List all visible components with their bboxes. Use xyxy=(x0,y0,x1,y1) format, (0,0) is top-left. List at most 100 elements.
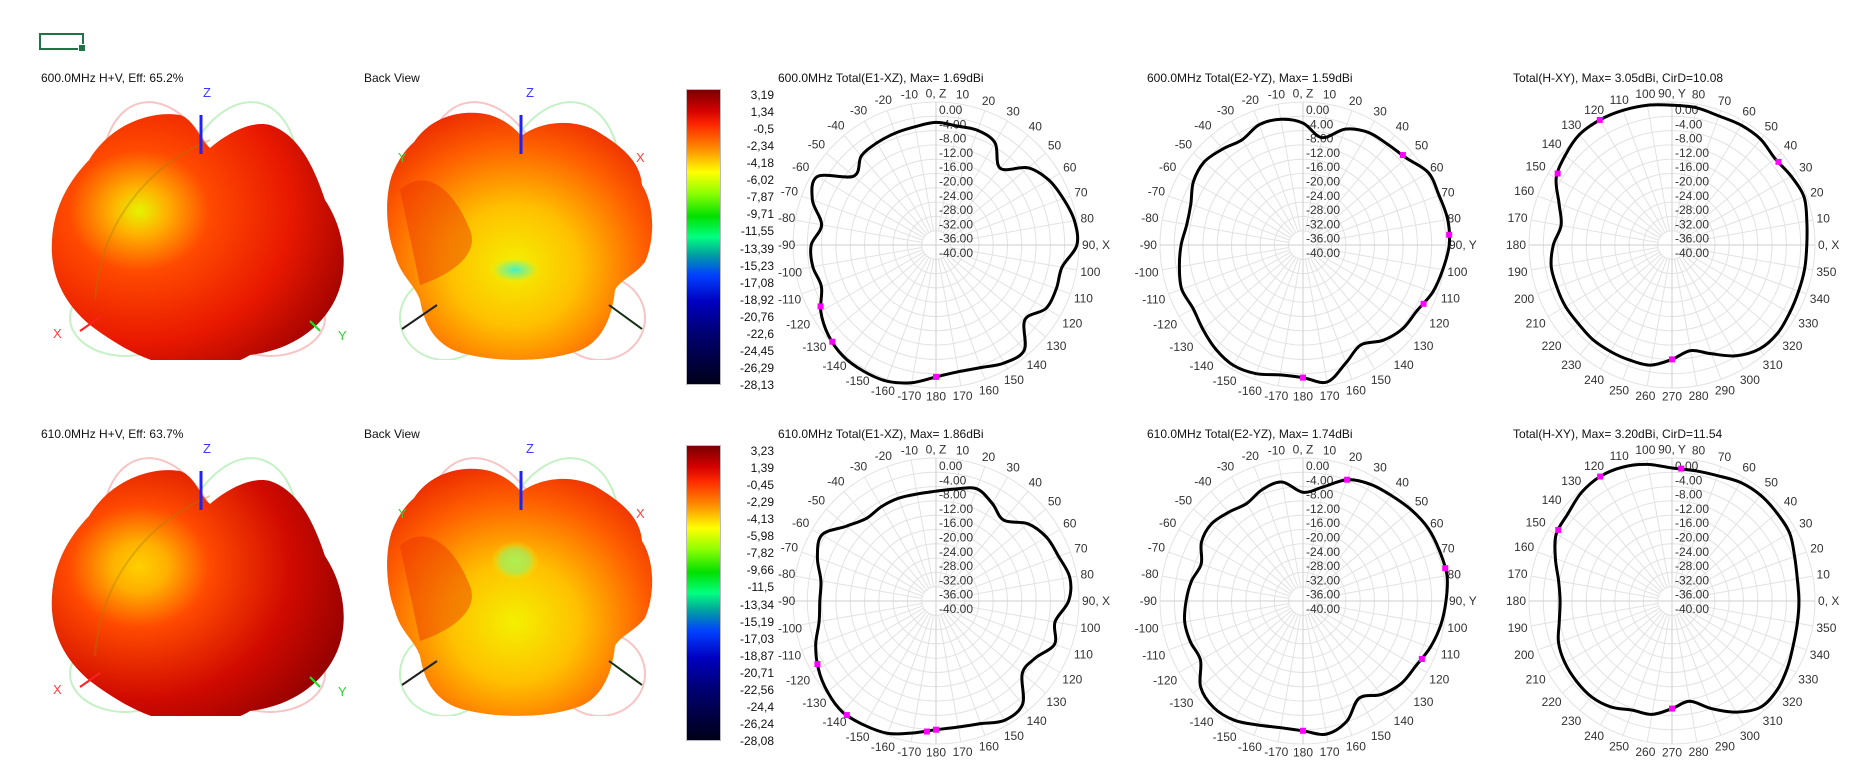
grid-spoke xyxy=(1562,508,1662,593)
colorbar-label: 3,19 xyxy=(750,88,774,102)
angle-tick-label: 110 xyxy=(1610,93,1629,107)
low-gain-spot xyxy=(491,541,539,581)
angle-tick-label: -140 xyxy=(822,359,846,373)
angle-tick-label: -30 xyxy=(850,460,868,474)
angle-tick-label: -70 xyxy=(781,541,799,555)
front-3d-pattern: Z X Y xyxy=(51,85,347,360)
angle-tick-label: -60 xyxy=(792,160,810,174)
angle-tick-label: 90, Y xyxy=(1449,238,1477,252)
axis-line-back-left xyxy=(401,660,438,686)
grid-spoke xyxy=(1676,614,1722,736)
angle-tick-label: -10 xyxy=(901,443,919,457)
angle-tick-label: -90 xyxy=(1140,594,1158,608)
grid-spoke xyxy=(1313,152,1413,237)
fill-handle[interactable] xyxy=(78,44,86,52)
grid-spoke xyxy=(949,551,1071,597)
angle-tick-label: 100 xyxy=(1635,443,1655,457)
grid-spoke xyxy=(1579,611,1664,711)
angle-tick-label: 20 xyxy=(1349,450,1363,464)
colorbar-label: -20,71 xyxy=(739,665,774,680)
y-axis-label: Y xyxy=(338,328,347,343)
front-pattern-surface xyxy=(51,114,344,360)
colorbar-label: -13,34 xyxy=(739,597,774,612)
polar-chart-title: 610.0MHz Total(E1-XZ), Max= 1.86dBi xyxy=(778,427,984,441)
angle-tick-label: 10 xyxy=(956,88,970,102)
angle-tick-label: 180 xyxy=(1506,594,1526,608)
angle-tick-label: 220 xyxy=(1542,339,1562,353)
radial-tick-label: -20.00 xyxy=(939,175,973,189)
grid-spoke xyxy=(826,253,926,338)
angle-tick-label: 50 xyxy=(1415,495,1429,509)
radial-tick-label: -4.00 xyxy=(1306,117,1334,131)
angle-tick-label: -40 xyxy=(1194,119,1212,133)
angle-tick-label: -110 xyxy=(778,292,801,306)
angle-tick-label: 160 xyxy=(979,739,999,753)
radial-tick-label: -12.00 xyxy=(1306,502,1340,516)
radial-tick-label: -36.00 xyxy=(939,588,973,602)
grid-spoke xyxy=(1178,173,1291,239)
colorbar-label: -6,02 xyxy=(746,173,774,188)
radial-tick-label: 0.00 xyxy=(1306,103,1330,117)
radial-tick-label: -4.00 xyxy=(1306,473,1334,487)
angle-tick-label: -150 xyxy=(1213,374,1237,388)
grid-spoke xyxy=(1678,476,1744,589)
angle-tick-label: -120 xyxy=(1153,674,1177,688)
angle-tick-label: -170 xyxy=(897,745,921,759)
grid-spoke xyxy=(1622,110,1668,232)
grid-spoke xyxy=(1311,491,1396,591)
angle-tick-label: 300 xyxy=(1740,729,1760,743)
radial-tick-label: -16.00 xyxy=(1675,160,1709,174)
colorbar-label: -26,24 xyxy=(739,716,774,731)
grid-spoke xyxy=(1531,575,1659,600)
angle-tick-label: 310 xyxy=(1763,358,1783,372)
grid-spoke xyxy=(940,614,986,736)
radial-tick-label: -16.00 xyxy=(1306,516,1340,530)
angle-tick-label: 210 xyxy=(1526,673,1546,687)
gain-colorbar xyxy=(686,445,721,741)
colorbar-label: -17,03 xyxy=(739,631,774,646)
pattern-marker xyxy=(1300,727,1306,734)
angle-tick-label: -100 xyxy=(778,266,802,280)
angle-tick-label: 110 xyxy=(1610,449,1629,463)
angle-tick-label: 80 xyxy=(1448,567,1462,581)
angle-tick-label: 0, Z xyxy=(926,87,947,101)
grid-spoke xyxy=(801,195,923,241)
angle-tick-label: 120 xyxy=(1429,317,1449,331)
polar-chart-title: Total(H-XY), Max= 3.05dBi, CirD=10.08 xyxy=(1513,71,1723,85)
grid-spoke xyxy=(1680,491,1765,591)
angle-tick-label: 130 xyxy=(1046,695,1066,709)
grid-spoke xyxy=(795,219,923,244)
grid-spoke xyxy=(1309,257,1375,370)
grid-spoke xyxy=(949,249,1071,295)
angle-tick-label: 240 xyxy=(1584,373,1604,387)
angle-tick-label: 350 xyxy=(1816,621,1836,635)
grid-spoke xyxy=(1316,605,1438,651)
colorbar-label: -7,82 xyxy=(746,546,774,561)
grid-spoke xyxy=(843,135,928,235)
angle-tick-label: -50 xyxy=(808,138,826,152)
grid-spoke xyxy=(1231,613,1297,726)
back-3d-pattern: Z Y X xyxy=(387,441,653,716)
radial-tick-label: -8.00 xyxy=(1675,488,1703,502)
grid-spoke xyxy=(1311,255,1396,355)
radial-tick-label: -24.00 xyxy=(1675,189,1709,203)
radial-tick-label: 0.00 xyxy=(939,459,963,473)
grid-spoke xyxy=(1673,460,1698,588)
angle-tick-label: 30 xyxy=(1799,517,1813,531)
angle-tick-label: -110 xyxy=(778,648,801,662)
grid-spoke xyxy=(1168,551,1290,597)
angle-tick-label: 160 xyxy=(1514,540,1534,554)
z-axis-label: Z xyxy=(203,85,211,100)
grid-spoke xyxy=(1685,219,1813,244)
angle-tick-label: -130 xyxy=(802,340,826,354)
angle-tick-label: 190 xyxy=(1508,265,1528,279)
selected-spreadsheet-cell[interactable] xyxy=(39,33,86,52)
z-axis-label: Z xyxy=(526,441,534,456)
angle-tick-label: -140 xyxy=(1189,715,1213,729)
angle-tick-label: -120 xyxy=(786,318,810,332)
angle-tick-label: -100 xyxy=(778,622,802,636)
radiation-3d-views: Z X Y Z Y X xyxy=(51,85,653,360)
angle-tick-label: -30 xyxy=(1217,460,1235,474)
angle-tick-label: -80 xyxy=(778,567,796,581)
pattern-marker xyxy=(1446,231,1453,238)
